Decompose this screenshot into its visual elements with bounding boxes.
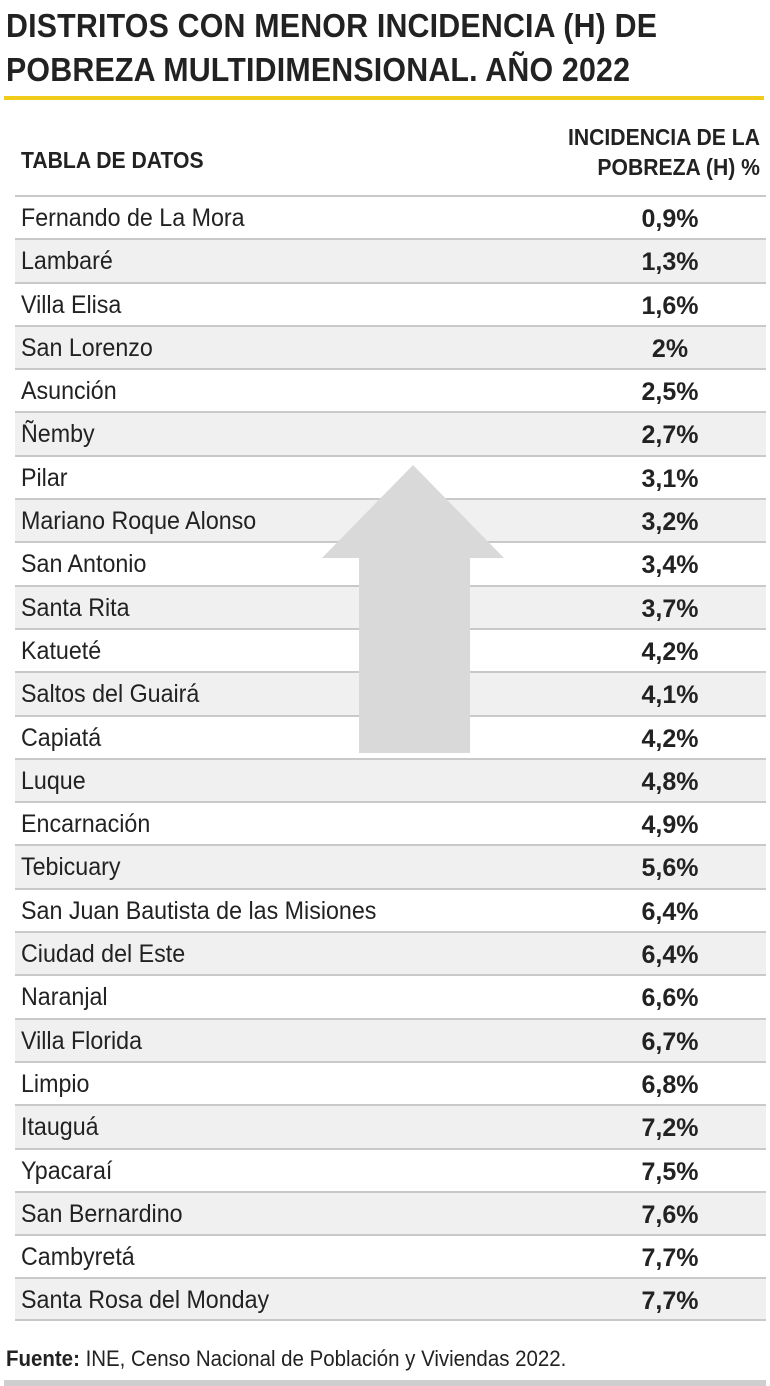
district-name: San Antonio <box>21 550 147 579</box>
district-name: San Bernardino <box>21 1199 183 1228</box>
table-row: San Juan Bautista de las Misiones 6,4% <box>15 887 766 931</box>
incidence-value: 4,8% <box>641 767 699 796</box>
data-table: TABLA DE DATOS INCIDENCIA DE LA POBREZA … <box>15 100 766 1321</box>
district-name: Lambaré <box>21 247 113 276</box>
incidence-value: 3,2% <box>641 508 699 537</box>
incidence-value: 6,6% <box>641 984 699 1013</box>
incidence-value: 6,4% <box>641 941 699 970</box>
table-row: Encarnación 4,9% <box>15 801 766 844</box>
table-row: Pilar 3,1% <box>15 454 766 498</box>
header-incidence-line-1: INCIDENCIA DE LA <box>567 124 760 150</box>
table-row: Mariano Roque Alonso 3,2% <box>15 498 766 542</box>
source-text: INE, Censo Nacional de Población y Vivie… <box>79 1346 567 1371</box>
incidence-value: 0,9% <box>641 205 699 233</box>
incidence-value: 5,6% <box>641 854 699 883</box>
incidence-value: 3,1% <box>641 464 699 493</box>
header-incidence: INCIDENCIA DE LA POBREZA (H) % <box>539 122 760 182</box>
table-row: Katueté 4,2% <box>15 627 766 671</box>
incidence-value: 2,5% <box>641 378 699 407</box>
table-row: San Bernardino 7,6% <box>15 1190 766 1235</box>
incidence-value: 7,5% <box>641 1157 699 1186</box>
chart-title-line-1: DISTRITOS CON MENOR INCIDENCIA (H) DE <box>6 7 658 44</box>
incidence-value: 3,4% <box>641 551 699 580</box>
district-name: Santa Rosa del Monday <box>21 1286 270 1315</box>
incidence-value: 4,9% <box>641 811 699 840</box>
incidence-value: 4,2% <box>641 637 699 666</box>
district-name: San Juan Bautista de las Misiones <box>21 896 377 925</box>
district-name: Ypacaraí <box>21 1156 113 1185</box>
incidence-value: 2% <box>651 334 689 363</box>
table-row: Ciudad del Este 6,4% <box>15 931 766 975</box>
district-name: Katueté <box>21 636 102 665</box>
table-row: Luque 4,8% <box>15 757 766 802</box>
table-row: Ypacaraí 7,5% <box>15 1147 766 1191</box>
incidence-value: 4,1% <box>641 681 699 710</box>
district-name: Encarnación <box>21 810 151 839</box>
incidence-value: 7,2% <box>641 1114 699 1143</box>
source-label: Fuente: <box>6 1346 80 1371</box>
district-name: Villa Elisa <box>21 290 122 319</box>
district-name: Fernando de La Mora <box>21 204 245 232</box>
district-name: Capiatá <box>21 723 102 752</box>
table-row: Santa Rosa del Monday 7,7% <box>15 1277 766 1321</box>
district-name: Cambyretá <box>21 1243 135 1272</box>
incidence-value: 4,2% <box>641 724 699 753</box>
incidence-value: 7,7% <box>641 1287 699 1316</box>
table-row: Villa Florida 6,7% <box>15 1017 766 1061</box>
incidence-value: 7,7% <box>641 1244 699 1273</box>
incidence-value: 6,7% <box>641 1027 699 1056</box>
table-row: Limpio 6,8% <box>15 1060 766 1104</box>
table-row: Ñemby 2,7% <box>15 411 766 455</box>
table-row: Tebicuary 5,6% <box>15 844 766 888</box>
table-row: Santa Rita 3,7% <box>15 584 766 628</box>
incidence-value: 7,6% <box>641 1200 699 1229</box>
source-note: Fuente: INE, Censo Nacional de Población… <box>6 1345 713 1373</box>
table-header: TABLA DE DATOS INCIDENCIA DE LA POBREZA … <box>15 100 766 195</box>
district-name: Santa Rita <box>21 593 130 622</box>
header-district: TABLA DE DATOS <box>21 147 204 173</box>
incidence-value: 3,7% <box>641 594 699 623</box>
incidence-value: 6,8% <box>641 1070 699 1099</box>
incidence-value: 6,4% <box>641 897 699 926</box>
district-name: Villa Florida <box>21 1026 143 1055</box>
title-accent-rule <box>4 96 764 100</box>
table-row: Cambyretá 7,7% <box>15 1234 766 1277</box>
district-name: Pilar <box>21 463 68 492</box>
header-incidence-line-2: POBREZA (H) % <box>597 154 760 180</box>
table-row: Lambaré 1,3% <box>15 238 766 282</box>
district-name: Mariano Roque Alonso <box>21 507 257 536</box>
table-row: Saltos del Guairá 4,1% <box>15 671 766 715</box>
district-name: Tebicuary <box>21 853 121 882</box>
district-name: Saltos del Guairá <box>21 680 200 709</box>
chart-title-line-2: POBREZA MULTIDIMENSIONAL. AÑO 2022 <box>6 51 631 88</box>
district-name: Asunción <box>21 377 117 406</box>
district-name: Itauguá <box>21 1113 99 1142</box>
district-name: Luque <box>21 766 86 795</box>
district-name: San Lorenzo <box>21 333 153 362</box>
district-name: Ñemby <box>21 420 95 449</box>
table-body: Fernando de La Mora 0,9% Lambaré 1,3% Villa … <box>15 195 766 1321</box>
table-row: Itauguá 7,2% <box>15 1104 766 1148</box>
bottom-rule <box>4 1380 766 1386</box>
table-row: Fernando de La Mora 0,9% <box>15 195 766 238</box>
table-row: Asunción 2,5% <box>15 368 766 411</box>
table-row: Naranjal 6,6% <box>15 974 766 1017</box>
incidence-value: 1,6% <box>641 291 699 320</box>
table-row: San Antonio 3,4% <box>15 541 766 584</box>
table-row: Capiatá 4,2% <box>15 714 766 758</box>
table-row: Villa Elisa 1,6% <box>15 281 766 325</box>
incidence-value: 2,7% <box>641 421 699 450</box>
district-name: Ciudad del Este <box>21 940 186 969</box>
chart-title: DISTRITOS CON MENOR INCIDENCIA (H) DE PO… <box>6 4 705 92</box>
district-name: Naranjal <box>21 983 108 1012</box>
district-name: Limpio <box>21 1069 90 1098</box>
table-row: San Lorenzo 2% <box>15 324 766 369</box>
incidence-value: 1,3% <box>641 248 699 277</box>
